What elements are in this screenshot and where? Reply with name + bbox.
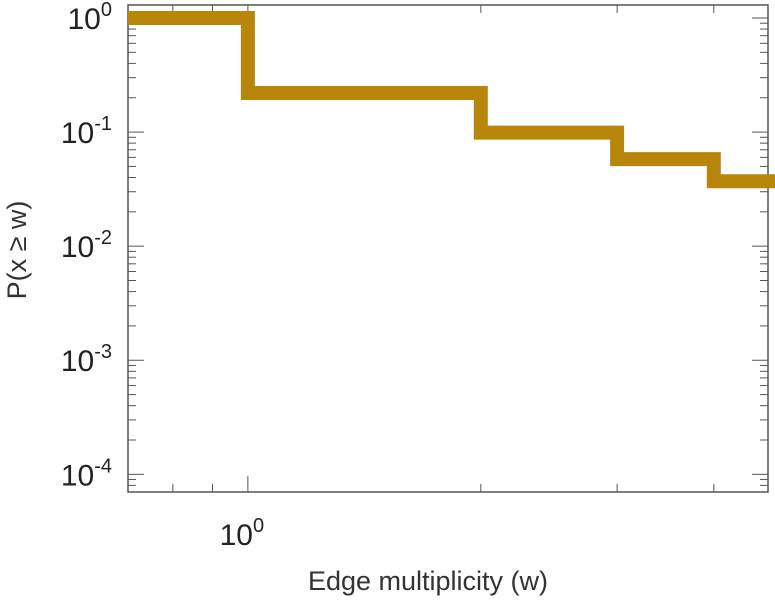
major-ticks	[128, 5, 768, 492]
ccdf-step-line	[128, 11, 775, 189]
y-tick-label: 10-1	[61, 113, 112, 150]
x-tick-labels: 100101	[220, 515, 265, 552]
y-tick-label: 100	[68, 0, 113, 36]
x-tick-label: 100	[220, 515, 265, 552]
y-tick-labels: 100 10-1 10-2 10-3 10-4	[61, 0, 112, 492]
x-axis-label: Edge multiplicity (w)	[308, 566, 548, 596]
y-tick-label: 10-2	[61, 227, 112, 264]
y-tick-label: 10-4	[61, 455, 112, 492]
y-tick-label: 10-3	[61, 341, 112, 378]
y-axis-label: P(x ≥ w)	[2, 201, 32, 300]
plot-frame	[127, 4, 769, 493]
series-layer	[128, 11, 775, 189]
minor-ticks	[127, 5, 768, 493]
